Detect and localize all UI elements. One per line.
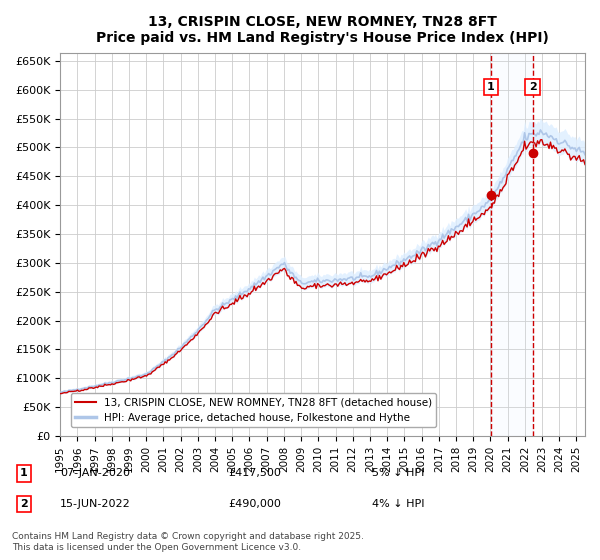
Text: £490,000: £490,000 xyxy=(228,499,281,509)
Text: 1: 1 xyxy=(20,468,28,478)
Text: 1: 1 xyxy=(487,82,495,92)
Text: 2: 2 xyxy=(529,82,536,92)
Text: £417,500: £417,500 xyxy=(228,468,281,478)
Text: 15-JUN-2022: 15-JUN-2022 xyxy=(60,499,131,509)
Legend: 13, CRISPIN CLOSE, NEW ROMNEY, TN28 8FT (detached house), HPI: Average price, de: 13, CRISPIN CLOSE, NEW ROMNEY, TN28 8FT … xyxy=(71,394,436,427)
Bar xyxy=(491,53,533,436)
Text: 07-JAN-2020: 07-JAN-2020 xyxy=(60,468,130,478)
Text: 2: 2 xyxy=(20,499,28,509)
Text: Contains HM Land Registry data © Crown copyright and database right 2025.
This d: Contains HM Land Registry data © Crown c… xyxy=(12,532,364,552)
Text: 5% ↓ HPI: 5% ↓ HPI xyxy=(372,468,424,478)
Text: 4% ↓ HPI: 4% ↓ HPI xyxy=(372,499,425,509)
Title: 13, CRISPIN CLOSE, NEW ROMNEY, TN28 8FT
Price paid vs. HM Land Registry's House : 13, CRISPIN CLOSE, NEW ROMNEY, TN28 8FT … xyxy=(96,15,549,45)
